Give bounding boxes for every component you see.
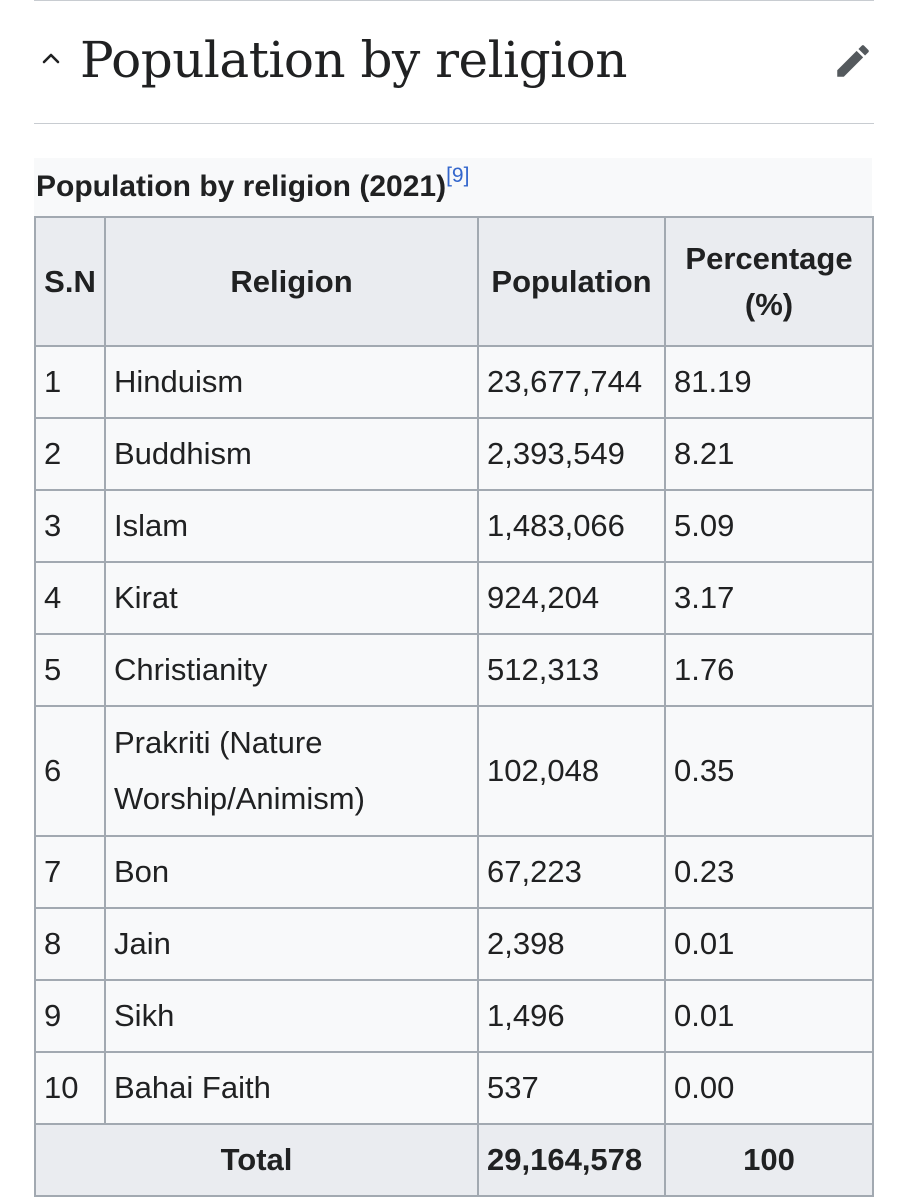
cell-religion: Islam	[104, 489, 479, 563]
table-row: 9 Sikh 1,496 0.01	[34, 979, 874, 1053]
cell-religion: Bon	[104, 835, 479, 909]
table-row: 10 Bahai Faith 537 0.00	[34, 1051, 874, 1125]
top-divider	[34, 0, 874, 1]
cell-religion: Bahai Faith	[104, 1051, 479, 1125]
cell-population: 23,677,744	[477, 345, 666, 419]
cell-sn: 5	[34, 633, 106, 707]
table-row: 5 Christianity 512,313 1.76	[34, 633, 874, 707]
cell-percentage: 8.21	[664, 417, 874, 491]
cell-percentage: 0.01	[664, 907, 874, 981]
cell-sn: 7	[34, 835, 106, 909]
section-title: Population by religion	[80, 31, 627, 89]
reference-link[interactable]: [9]	[446, 164, 470, 187]
cell-religion: Prakriti (Nature Worship/Animism)	[104, 705, 479, 837]
header-religion: Religion	[104, 216, 479, 347]
cell-population: 512,313	[477, 633, 666, 707]
table-row: 1 Hinduism 23,677,744 81.19	[34, 345, 874, 419]
cell-sn: 1	[34, 345, 106, 419]
cell-percentage: 81.19	[664, 345, 874, 419]
table-row: 7 Bon 67,223 0.23	[34, 835, 874, 909]
cell-sn: 2	[34, 417, 106, 491]
cell-sn: 9	[34, 979, 106, 1053]
cell-sn: 4	[34, 561, 106, 635]
cell-sn: 10	[34, 1051, 106, 1125]
cell-population: 1,496	[477, 979, 666, 1053]
cell-religion: Christianity	[104, 633, 479, 707]
table-row: 4 Kirat 924,204 3.17	[34, 561, 874, 635]
pencil-icon[interactable]	[832, 40, 874, 82]
cell-religion: Hinduism	[104, 345, 479, 419]
cell-population: 1,483,066	[477, 489, 666, 563]
cell-percentage: 0.23	[664, 835, 874, 909]
header-population: Population	[477, 216, 666, 347]
table-row: 6 Prakriti (Nature Worship/Animism) 102,04…	[34, 705, 874, 837]
cell-percentage: 5.09	[664, 489, 874, 563]
cell-population: 2,393,549	[477, 417, 666, 491]
table-caption: Population by religion (2021)[9]	[34, 158, 872, 216]
cell-population: 924,204	[477, 561, 666, 635]
cell-percentage: 1.76	[664, 633, 874, 707]
caption-text: Population by religion (2021)	[36, 170, 447, 203]
cell-religion: Jain	[104, 907, 479, 981]
total-label: Total	[34, 1123, 479, 1197]
cell-religion: Buddhism	[104, 417, 479, 491]
cell-sn: 3	[34, 489, 106, 563]
cell-population: 2,398	[477, 907, 666, 981]
header-percentage: Percentage (%)	[664, 216, 874, 347]
cell-sn: 6	[34, 705, 106, 837]
table-row: 3 Islam 1,483,066 5.09	[34, 489, 874, 563]
cell-religion: Kirat	[104, 561, 479, 635]
cell-percentage: 0.01	[664, 979, 874, 1053]
cell-percentage: 3.17	[664, 561, 874, 635]
cell-sn: 8	[34, 907, 106, 981]
table-row: 8 Jain 2,398 0.01	[34, 907, 874, 981]
header-sn: S.N	[34, 216, 106, 347]
cell-religion: Sikh	[104, 979, 479, 1053]
cell-population: 67,223	[477, 835, 666, 909]
cell-percentage: 0.00	[664, 1051, 874, 1125]
cell-percentage: 0.35	[664, 705, 874, 837]
total-population: 29,164,578	[477, 1123, 666, 1197]
table-row: 2 Buddhism 2,393,549 8.21	[34, 417, 874, 491]
chevron-up-icon[interactable]	[40, 47, 62, 69]
religion-table: S.N Religion Population Percentage (%) 1…	[34, 216, 874, 1197]
cell-population: 537	[477, 1051, 666, 1125]
section-header[interactable]: Population by religion	[34, 0, 874, 124]
total-percentage: 100	[664, 1123, 874, 1197]
total-row: Total 29,164,578 100	[34, 1123, 874, 1197]
cell-population: 102,048	[477, 705, 666, 837]
table-header-row: S.N Religion Population Percentage (%)	[34, 216, 874, 347]
